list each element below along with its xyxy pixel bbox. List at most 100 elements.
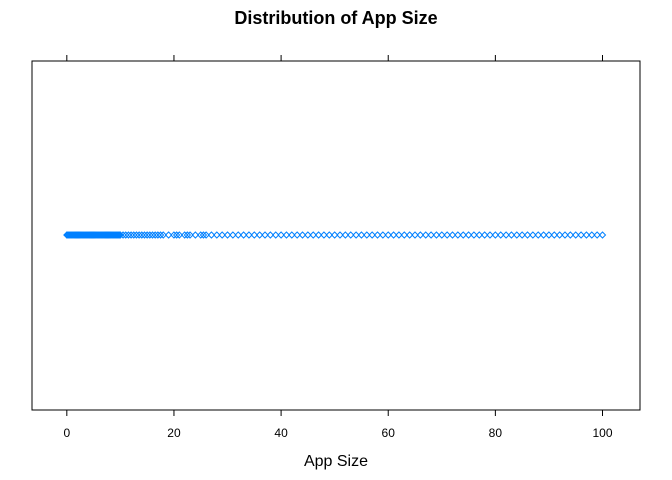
data-point — [114, 231, 122, 239]
data-point — [218, 231, 226, 239]
data-point — [448, 231, 457, 239]
data-point — [577, 231, 585, 239]
data-point — [320, 231, 328, 239]
data-point — [277, 231, 285, 239]
data-point — [325, 231, 334, 239]
data-point — [432, 231, 441, 239]
data-point — [239, 231, 248, 239]
data-point — [502, 231, 510, 239]
data-point — [464, 231, 473, 239]
data-point — [336, 231, 344, 239]
data-point — [368, 231, 376, 239]
data-point — [213, 231, 221, 239]
data-point — [245, 231, 253, 239]
x-tick-label: 40 — [274, 426, 288, 440]
data-point — [518, 231, 526, 239]
data-point — [138, 231, 146, 239]
data-point — [282, 231, 291, 239]
data-point — [443, 231, 451, 239]
data-point — [545, 231, 553, 239]
data-point — [582, 231, 591, 239]
data-point — [566, 231, 575, 239]
data-point — [304, 231, 312, 239]
data-point — [172, 231, 181, 239]
x-tick-label: 100 — [592, 426, 612, 440]
data-point — [497, 231, 505, 239]
data-point — [202, 231, 210, 239]
data-points — [63, 231, 607, 239]
data-point — [183, 231, 192, 239]
data-point — [122, 231, 130, 239]
data-point — [272, 231, 280, 239]
data-point — [427, 231, 435, 239]
data-point — [523, 231, 532, 239]
data-point — [293, 231, 301, 239]
data-point — [491, 231, 500, 239]
data-point — [309, 231, 317, 239]
data-point — [330, 231, 339, 239]
data-point — [197, 231, 205, 239]
data-point — [459, 231, 467, 239]
data-point — [561, 231, 569, 239]
data-point — [127, 231, 135, 239]
data-point — [363, 231, 371, 239]
data-point — [357, 231, 366, 239]
data-point — [593, 231, 601, 239]
data-point — [148, 231, 157, 239]
data-point — [124, 231, 133, 239]
data-point — [598, 231, 607, 239]
data-point — [352, 231, 360, 239]
data-point — [186, 231, 194, 239]
data-point — [119, 231, 127, 239]
bottom-axis: 0 20 40 60 80 100 — [63, 410, 613, 440]
x-tick-label: 0 — [63, 426, 70, 440]
top-axis — [66, 55, 604, 61]
data-point — [486, 231, 494, 239]
data-point — [389, 231, 398, 239]
data-point — [384, 231, 392, 239]
data-point — [146, 231, 154, 239]
chart-title: Distribution of App Size — [234, 8, 437, 28]
x-tick-label: 60 — [382, 426, 396, 440]
data-point — [480, 231, 489, 239]
data-point — [156, 231, 165, 239]
data-point — [234, 231, 242, 239]
data-point — [411, 231, 419, 239]
data-point — [341, 231, 350, 239]
data-point — [379, 231, 387, 239]
data-point — [513, 231, 521, 239]
data-point — [400, 231, 409, 239]
data-point — [507, 231, 516, 239]
data-point — [373, 231, 382, 239]
data-point — [347, 231, 355, 239]
data-point — [395, 231, 403, 239]
data-point — [261, 231, 269, 239]
data-point — [151, 231, 159, 239]
data-point — [140, 231, 149, 239]
data-point — [416, 231, 425, 239]
data-point — [572, 231, 580, 239]
data-point — [207, 231, 216, 239]
data-point — [470, 231, 478, 239]
data-point — [223, 231, 232, 239]
data-point — [438, 231, 446, 239]
data-point — [529, 231, 537, 239]
data-point — [255, 231, 264, 239]
data-point — [405, 231, 414, 239]
data-point — [191, 231, 200, 239]
data-point — [229, 231, 237, 239]
data-point — [164, 231, 173, 239]
data-point — [130, 231, 138, 239]
data-point — [454, 231, 462, 239]
data-point — [534, 231, 542, 239]
data-point — [588, 231, 596, 239]
data-point — [539, 231, 548, 239]
data-point — [288, 231, 296, 239]
x-tick-label: 20 — [167, 426, 181, 440]
data-point — [159, 231, 167, 239]
data-point — [143, 231, 151, 239]
data-point — [555, 231, 564, 239]
data-point — [250, 231, 259, 239]
data-point — [180, 231, 189, 239]
